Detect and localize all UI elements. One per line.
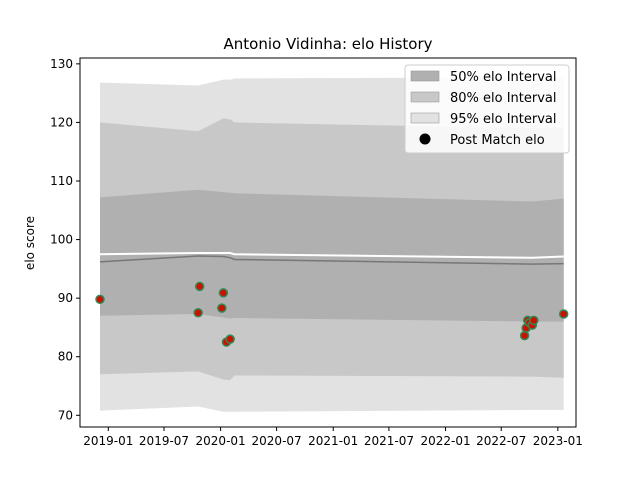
legend-items: 50% elo Interval 80% elo Interval 95% elo … [410,70,557,148]
y-axis-label: elo score [23,216,37,270]
data-point-3 [194,281,205,292]
interval-bands [100,77,564,412]
y-tick-label-1: 70 [58,408,73,422]
data-point-5 [218,288,229,298]
y-tick-label-6: 120 [50,115,73,129]
x-tick-label-7: 2022-01 [420,434,470,448]
chart-title: Antonio Vidinha: elo History [224,35,433,53]
data-point-7 [225,334,235,344]
data-point-8 [519,330,530,341]
data-point-4 [217,303,227,313]
legend-frame [404,64,570,154]
legend: 50% elo Interval 80% elo Interval 95% elo … [404,64,570,154]
x-axis: 2019-01 2019-07 2020-01 2020-07 2021-01 2021-… [83,427,583,448]
x-tick-label-9: 2023-01 [533,434,583,448]
y-tick-label-2: 80 [58,350,73,364]
legend-label-3: 95% elo Interval [450,112,557,127]
x-tick-label-5: 2021-01 [308,434,358,448]
y-tick-label-5: 110 [50,174,73,188]
y-tick-label-3: 90 [58,291,73,305]
legend-swatch-1 [410,70,440,82]
x-tick-label-3: 2020-01 [196,434,246,448]
data-point-14 [558,309,569,319]
legend-label-1: 50% elo Interval [450,70,557,85]
y-tick-label-7: 130 [50,57,73,71]
x-tick-label-4: 2020-07 [252,434,302,448]
x-tick-label-1: 2019-01 [83,434,133,448]
legend-label-2: 80% elo Interval [450,91,557,106]
plot-area [95,77,569,412]
legend-marker-4 [419,133,431,145]
y-axis: 70 80 90 100 110 120 130 [50,57,80,422]
data-point-1 [95,294,105,305]
data-point-2 [193,308,203,318]
median-line [99,255,564,265]
y-tick-label-4: 100 [50,233,73,247]
post-match-points [95,281,569,347]
mean-line [99,252,564,259]
plot-frame [79,57,577,428]
data-point-13 [529,315,539,326]
legend-swatch-2 [410,91,440,103]
x-tick-label-6: 2021-07 [364,434,414,448]
x-tick-label-2: 2019-07 [139,434,189,448]
trend-lines [99,252,564,265]
legend-swatch-3 [410,112,440,124]
legend-label-4: Post Match elo [450,133,545,148]
x-tick-label-8: 2022-07 [476,434,526,448]
